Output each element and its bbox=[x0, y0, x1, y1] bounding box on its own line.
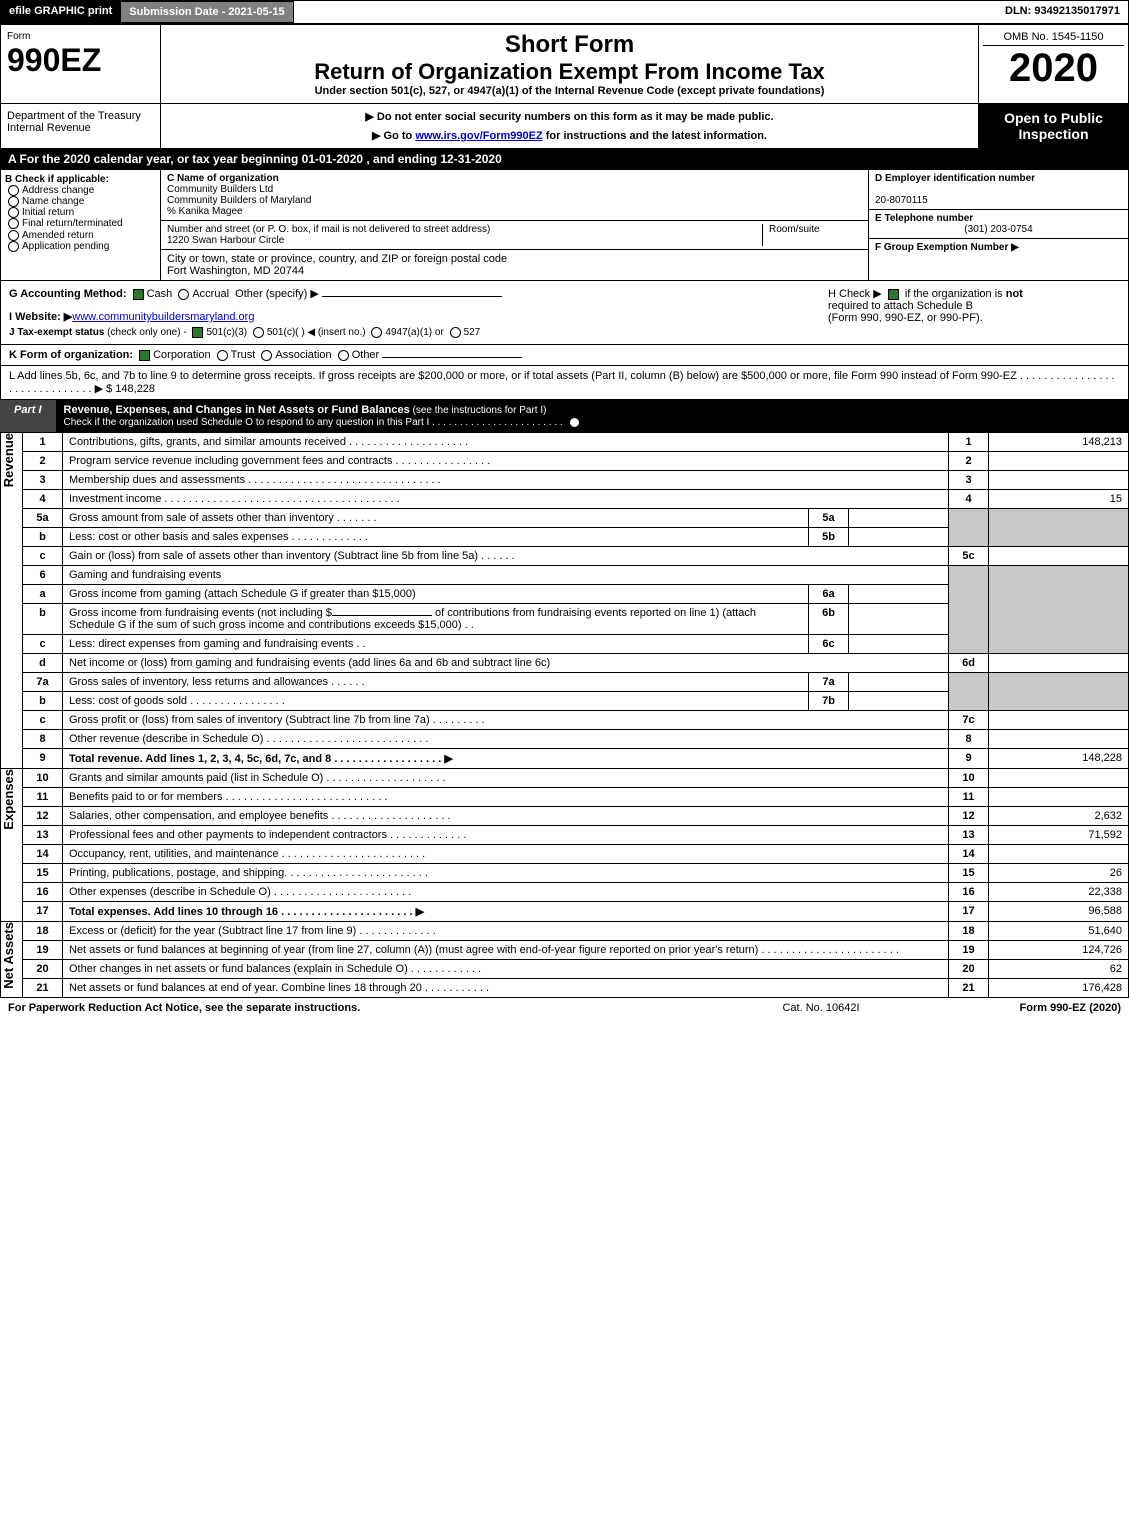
address-change-radio[interactable] bbox=[8, 185, 19, 196]
department: Department of the Treasury Internal Reve… bbox=[1, 104, 161, 148]
application-pending-radio[interactable] bbox=[8, 241, 19, 252]
col-b: B Check if applicable: Address change Na… bbox=[1, 170, 161, 280]
open-inspection: Open to Public Inspection bbox=[978, 104, 1128, 148]
h-check[interactable] bbox=[888, 289, 899, 300]
irs-link[interactable]: www.irs.gov/Form990EZ bbox=[415, 130, 542, 142]
accrual-radio[interactable] bbox=[178, 289, 189, 300]
netassets-label: Net Assets bbox=[1, 922, 16, 989]
part1-header: Part I Revenue, Expenses, and Changes in… bbox=[0, 400, 1129, 432]
corp-check[interactable] bbox=[139, 350, 150, 361]
gross-receipts: 148,228 bbox=[115, 383, 155, 395]
website-link[interactable]: www.communitybuildersmaryland.org bbox=[72, 311, 254, 323]
4947-radio[interactable] bbox=[371, 327, 382, 338]
501c3-check[interactable] bbox=[192, 327, 203, 338]
part1-table: Revenue 1Contributions, gifts, grants, a… bbox=[0, 432, 1129, 998]
part1-schedule-o-radio[interactable] bbox=[569, 417, 580, 428]
line-19-value: 124,726 bbox=[989, 941, 1129, 960]
under-section: Under section 501(c), 527, or 4947(a)(1)… bbox=[167, 85, 972, 97]
city-state-zip: Fort Washington, MD 20744 bbox=[167, 265, 304, 277]
calendar-year-row: A For the 2020 calendar year, or tax yea… bbox=[0, 149, 1129, 169]
short-form-title: Short Form bbox=[167, 31, 972, 59]
title-block: Form 990EZ Short Form Return of Organiza… bbox=[0, 24, 1129, 104]
tax-year: 2020 bbox=[983, 46, 1124, 91]
line-4-value: 15 bbox=[989, 490, 1129, 509]
line-9-value: 148,228 bbox=[989, 749, 1129, 769]
row-k: K Form of organization: Corporation Trus… bbox=[0, 345, 1129, 366]
line-12-value: 2,632 bbox=[989, 807, 1129, 826]
revenue-label: Revenue bbox=[1, 433, 16, 487]
footer: For Paperwork Reduction Act Notice, see … bbox=[0, 998, 1129, 1018]
other-radio[interactable] bbox=[338, 350, 349, 361]
header-section: B Check if applicable: Address change Na… bbox=[0, 169, 1129, 281]
paperwork-notice: For Paperwork Reduction Act Notice, see … bbox=[8, 1002, 721, 1014]
form-number: 990EZ bbox=[7, 42, 154, 79]
line-1-value: 148,213 bbox=[989, 433, 1129, 452]
top-bar: efile GRAPHIC print Submission Date - 20… bbox=[0, 0, 1129, 24]
gh-row: G Accounting Method: Cash Accrual Other … bbox=[0, 281, 1129, 345]
assoc-radio[interactable] bbox=[261, 350, 272, 361]
row-l: L Add lines 5b, 6c, and 7b to line 9 to … bbox=[0, 366, 1129, 400]
goto-notice: ▶ Go to www.irs.gov/Form990EZ for instru… bbox=[167, 129, 972, 142]
submission-date: Submission Date - 2021-05-15 bbox=[120, 1, 293, 23]
501c-radio[interactable] bbox=[253, 327, 264, 338]
line-13-value: 71,592 bbox=[989, 826, 1129, 845]
line-18-value: 51,640 bbox=[989, 922, 1129, 941]
form-label: Form bbox=[7, 31, 154, 42]
final-return-radio[interactable] bbox=[8, 218, 19, 229]
amended-return-radio[interactable] bbox=[8, 230, 19, 241]
trust-radio[interactable] bbox=[217, 350, 228, 361]
phone: (301) 203-0754 bbox=[875, 224, 1122, 235]
dept-row: Department of the Treasury Internal Reve… bbox=[0, 104, 1129, 149]
col-d: D Employer identification number 20-8070… bbox=[868, 170, 1128, 280]
ein: 20-8070115 bbox=[875, 195, 928, 206]
initial-return-radio[interactable] bbox=[8, 207, 19, 218]
org-name-1: Community Builders Ltd bbox=[167, 184, 273, 195]
omb-number: OMB No. 1545-1150 bbox=[983, 29, 1124, 46]
efile-print[interactable]: efile GRAPHIC print bbox=[1, 1, 120, 23]
street-address: 1220 Swan Harbour Circle bbox=[167, 235, 284, 246]
line-17-value: 96,588 bbox=[989, 902, 1129, 922]
line-15-value: 26 bbox=[989, 864, 1129, 883]
care-of: % Kanika Magee bbox=[167, 206, 243, 217]
line-21-value: 176,428 bbox=[989, 979, 1129, 998]
527-radio[interactable] bbox=[450, 327, 461, 338]
cat-no: Cat. No. 10642I bbox=[721, 1002, 921, 1014]
line-20-value: 62 bbox=[989, 960, 1129, 979]
org-name-2: Community Builders of Maryland bbox=[167, 195, 312, 206]
line-16-value: 22,338 bbox=[989, 883, 1129, 902]
dln: DLN: 93492135017971 bbox=[997, 1, 1128, 23]
ssn-notice: ▶ Do not enter social security numbers o… bbox=[167, 110, 972, 123]
name-change-radio[interactable] bbox=[8, 196, 19, 207]
return-title: Return of Organization Exempt From Incom… bbox=[167, 59, 972, 85]
cash-check[interactable] bbox=[133, 289, 144, 300]
form-footer: Form 990-EZ (2020) bbox=[921, 1002, 1121, 1014]
expenses-label: Expenses bbox=[1, 769, 16, 830]
col-c: C Name of organization Community Builder… bbox=[161, 170, 868, 280]
